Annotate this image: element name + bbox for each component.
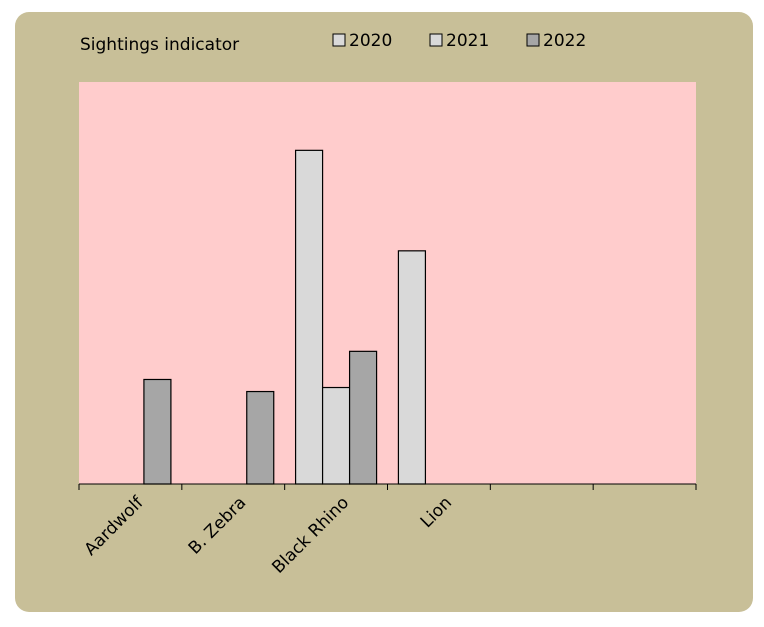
bar xyxy=(321,386,351,485)
legend-label: 2020 xyxy=(349,31,392,51)
legend-label: 2022 xyxy=(543,31,586,51)
legend-swatch xyxy=(429,33,443,47)
bar xyxy=(397,250,427,485)
legend-swatch xyxy=(332,33,346,47)
bar xyxy=(348,350,378,485)
legend-label: 2021 xyxy=(446,31,489,51)
chart-title: Sightings indicator xyxy=(80,35,239,55)
bar xyxy=(246,390,275,485)
bar xyxy=(143,378,172,485)
legend-swatch xyxy=(526,33,540,47)
bar xyxy=(294,149,324,485)
plot-area xyxy=(79,82,696,484)
